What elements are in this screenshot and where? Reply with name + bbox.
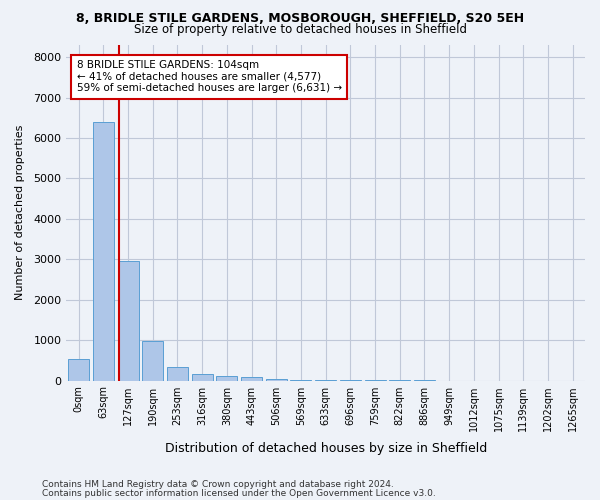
Bar	[191, 374, 212, 380]
Bar	[142, 342, 163, 380]
X-axis label: Distribution of detached houses by size in Sheffield: Distribution of detached houses by size …	[164, 442, 487, 455]
Bar	[217, 376, 238, 380]
Text: 8 BRIDLE STILE GARDENS: 104sqm
← 41% of detached houses are smaller (4,577)
59% : 8 BRIDLE STILE GARDENS: 104sqm ← 41% of …	[77, 60, 342, 94]
Text: Contains HM Land Registry data © Crown copyright and database right 2024.: Contains HM Land Registry data © Crown c…	[42, 480, 394, 489]
Y-axis label: Number of detached properties: Number of detached properties	[15, 125, 25, 300]
Bar	[68, 359, 89, 380]
Bar	[241, 378, 262, 380]
Text: 8, BRIDLE STILE GARDENS, MOSBOROUGH, SHEFFIELD, S20 5EH: 8, BRIDLE STILE GARDENS, MOSBOROUGH, SHE…	[76, 12, 524, 26]
Bar	[167, 367, 188, 380]
Bar	[93, 122, 114, 380]
Bar	[118, 262, 139, 380]
Text: Contains public sector information licensed under the Open Government Licence v3: Contains public sector information licen…	[42, 488, 436, 498]
Text: Size of property relative to detached houses in Sheffield: Size of property relative to detached ho…	[133, 24, 467, 36]
